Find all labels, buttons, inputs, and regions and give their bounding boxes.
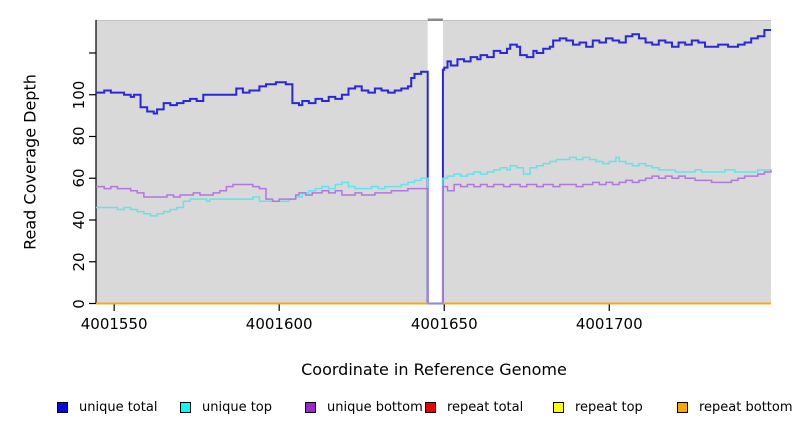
series-line-unique-top <box>96 156 771 305</box>
y-tick-label: 40 <box>70 210 88 230</box>
x-axis-title: Coordinate in Reference Genome <box>301 360 567 379</box>
y-tick-label: 80 <box>70 126 88 147</box>
y-tick-label: 100 <box>70 80 88 110</box>
series-line-unique-bottom <box>96 169 772 305</box>
y-tick-label: 0 <box>70 298 88 309</box>
y-tick-label: 20 <box>70 252 88 272</box>
gap-band <box>427 19 443 304</box>
series-line-unique-total <box>96 29 771 305</box>
x-tick-label: 4001700 <box>575 315 643 333</box>
x-tick-label: 4001550 <box>80 315 148 333</box>
x-tick-label: 4001650 <box>410 315 478 333</box>
y-tick-label: 60 <box>70 168 88 188</box>
y-axis-title: Read Coverage Depth <box>20 74 40 250</box>
gap-band-cap <box>427 18 443 21</box>
x-tick-label: 4001600 <box>245 315 313 333</box>
